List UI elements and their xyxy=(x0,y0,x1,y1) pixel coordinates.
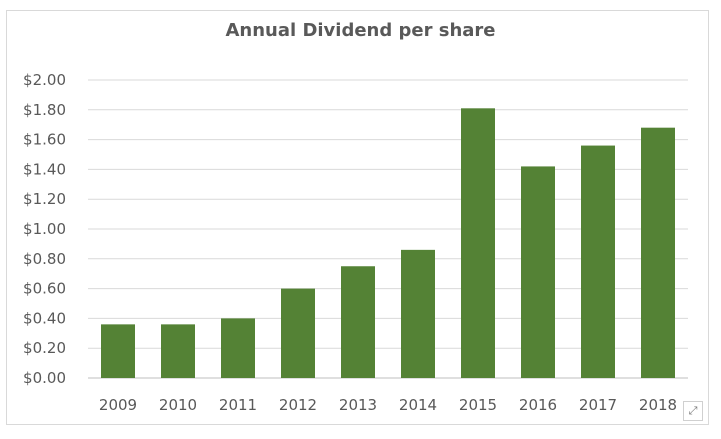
x-tick-label: 2018 xyxy=(639,396,677,414)
y-tick-label: $0.80 xyxy=(23,250,66,268)
y-tick-label: $1.80 xyxy=(23,101,66,119)
bar-2009 xyxy=(101,324,135,378)
x-tick-label: 2011 xyxy=(219,396,257,414)
bar-2016 xyxy=(521,166,555,378)
expand-icon[interactable]: ⤢ xyxy=(683,401,703,421)
y-tick-label: $1.20 xyxy=(23,190,66,208)
bar-2013 xyxy=(341,266,375,378)
bar-2014 xyxy=(401,249,435,378)
y-tick-label: $1.40 xyxy=(23,160,66,178)
x-tick-label: 2015 xyxy=(459,396,497,414)
y-tick-label: $0.20 xyxy=(23,339,66,357)
y-tick-label: $2.00 xyxy=(23,71,66,89)
x-tick-label: 2014 xyxy=(399,396,437,414)
x-tick-label: 2009 xyxy=(99,396,137,414)
chart-title: Annual Dividend per share xyxy=(225,20,496,41)
x-tick-label: 2013 xyxy=(339,396,377,414)
bar-2017 xyxy=(581,145,615,378)
y-tick-label: $1.00 xyxy=(23,220,66,238)
y-tick-label: $1.60 xyxy=(23,131,66,149)
y-tick-label: $0.40 xyxy=(23,309,66,327)
y-tick-label: $0.60 xyxy=(23,280,66,298)
y-tick-label: $0.00 xyxy=(23,369,66,387)
bar-2010 xyxy=(161,324,195,378)
bar-2012 xyxy=(281,288,315,378)
bar-2015 xyxy=(461,108,495,378)
x-tick-label: 2010 xyxy=(159,396,197,414)
x-tick-label: 2017 xyxy=(579,396,617,414)
x-tick-label: 2012 xyxy=(279,396,317,414)
x-tick-label: 2016 xyxy=(519,396,557,414)
bar-2018 xyxy=(641,127,675,379)
bar-2011 xyxy=(221,318,255,378)
